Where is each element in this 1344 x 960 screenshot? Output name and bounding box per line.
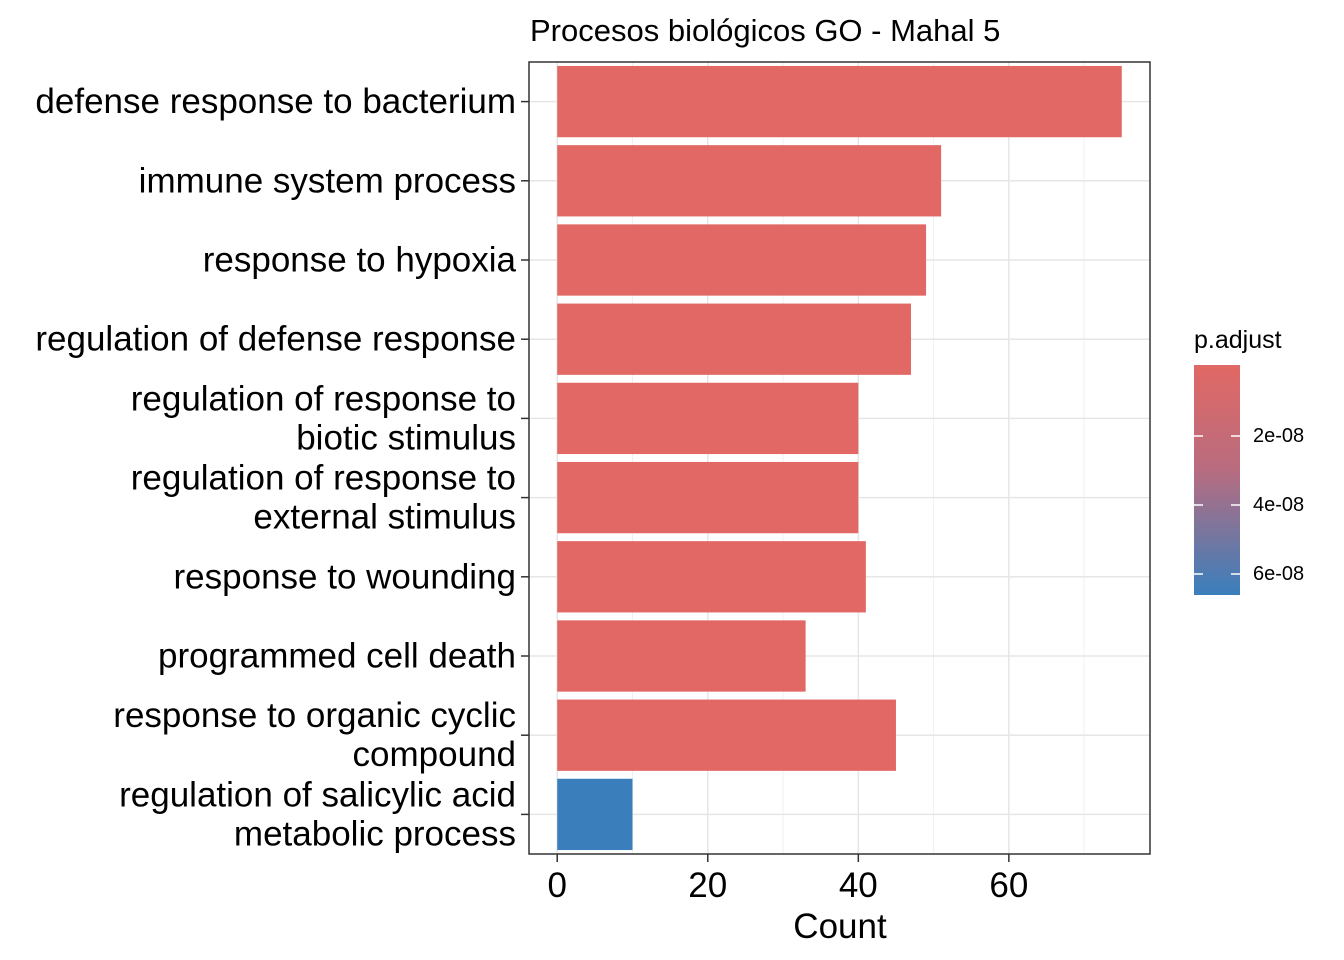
y-tick-label: regulation of response to <box>131 379 516 418</box>
y-tick-label: immune system process <box>139 161 516 200</box>
y-tick-label: compound <box>353 735 516 774</box>
bar <box>557 224 927 296</box>
legend-title: p.adjust <box>1194 326 1282 354</box>
bar <box>557 699 896 771</box>
bar <box>557 145 942 217</box>
y-axis: defense response to bacterium immune syst… <box>35 82 529 853</box>
bar <box>557 382 859 455</box>
x-axis-title: Count <box>793 907 887 946</box>
bar <box>557 620 806 692</box>
legend-tick-label: 6e-08 <box>1253 563 1304 585</box>
y-tick-label: biotic stimulus <box>296 418 516 457</box>
y-tick-label: defense response to bacterium <box>35 82 516 121</box>
bar <box>557 65 1122 138</box>
x-tick-label: 20 <box>688 866 727 905</box>
bar <box>557 778 633 851</box>
bar <box>557 461 859 534</box>
y-tick-label: response to wounding <box>174 557 516 596</box>
y-tick-label: regulation of defense response <box>35 320 516 359</box>
bar <box>557 303 912 375</box>
bars <box>557 65 1122 851</box>
x-tick-label: 40 <box>839 866 878 905</box>
y-tick-label: response to organic cyclic <box>113 696 516 735</box>
legend-ticks: 2e-08 4e-08 6e-08 <box>1194 425 1304 585</box>
y-tick-label: programmed cell death <box>158 637 516 676</box>
y-tick-label: regulation of salicylic acid <box>119 775 516 814</box>
y-tick-label: response to hypoxia <box>203 241 517 280</box>
plot-border <box>528 61 1151 855</box>
bar <box>557 541 866 613</box>
y-tick-label: regulation of response to <box>131 459 516 498</box>
y-tick-label: metabolic process <box>234 814 516 853</box>
chart-title: Procesos biológicos GO - Mahal 5 <box>530 13 1000 48</box>
x-tick-label: 60 <box>989 866 1028 905</box>
legend-tick-label: 2e-08 <box>1253 425 1304 447</box>
legend: p.adjust 2e-08 4e-08 6e-08 <box>1194 326 1304 595</box>
x-axis: 0 20 40 60 <box>547 854 1028 905</box>
x-tick-label: 0 <box>547 866 566 905</box>
y-tick-label: external stimulus <box>253 498 516 537</box>
legend-tick-label: 4e-08 <box>1253 494 1304 516</box>
legend-colorbar <box>1194 365 1240 595</box>
